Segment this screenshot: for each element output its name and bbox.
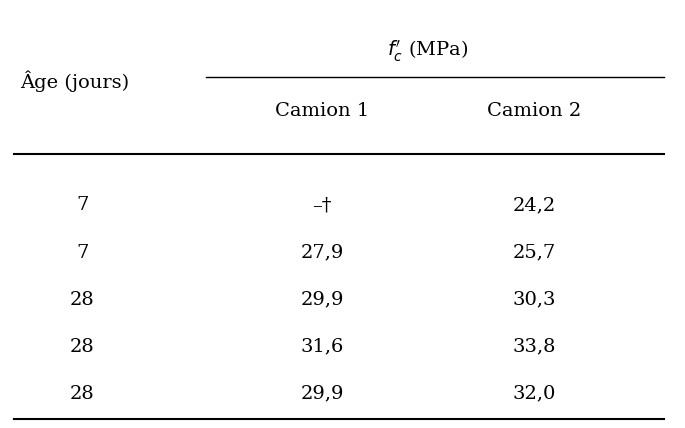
Text: 33,8: 33,8 <box>512 338 556 356</box>
Text: 24,2: 24,2 <box>512 196 556 214</box>
Text: Camion 1: Camion 1 <box>275 102 369 120</box>
Text: 30,3: 30,3 <box>512 291 556 309</box>
Text: 28: 28 <box>70 338 95 356</box>
Text: 29,9: 29,9 <box>300 291 344 309</box>
Text: 25,7: 25,7 <box>512 244 556 262</box>
Text: $f_c'$ (MPa): $f_c'$ (MPa) <box>388 39 469 64</box>
Text: 32,0: 32,0 <box>512 385 556 403</box>
Text: 7: 7 <box>76 196 88 214</box>
Text: Camion 2: Camion 2 <box>487 102 582 120</box>
Text: 28: 28 <box>70 291 95 309</box>
Text: Âge (jours): Âge (jours) <box>21 71 129 92</box>
Text: 27,9: 27,9 <box>300 244 344 262</box>
Text: 31,6: 31,6 <box>300 338 344 356</box>
Text: 28: 28 <box>70 385 95 403</box>
Text: 29,9: 29,9 <box>300 385 344 403</box>
Text: –†: –† <box>312 196 332 214</box>
Text: 7: 7 <box>76 244 88 262</box>
